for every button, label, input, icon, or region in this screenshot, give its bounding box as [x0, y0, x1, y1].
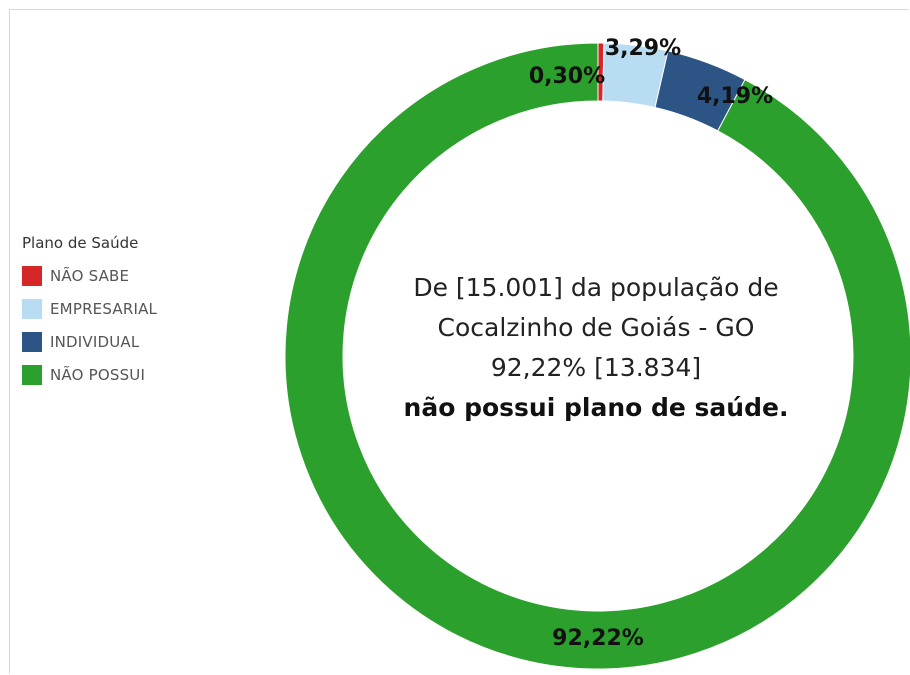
center-line-3: 92,22% [13.834]	[490, 353, 702, 382]
legend-swatch-empresarial	[22, 298, 42, 319]
legend-item-individual[interactable]: INDIVIDUAL	[22, 325, 157, 358]
legend-item-empresarial[interactable]: EMPRESARIAL	[22, 292, 157, 325]
legend-title: Plano de Saúde	[22, 234, 139, 252]
legend-swatch-nao-sabe	[22, 265, 42, 286]
center-summary: De [15.001] da população de Cocalzinho d…	[374, 268, 818, 428]
legend-label-empresarial: EMPRESARIAL	[50, 299, 158, 318]
center-line-2: Cocalzinho de Goiás - GO	[437, 313, 755, 342]
legend-item-nao-sabe[interactable]: NÃO SABE	[22, 259, 157, 292]
data-label-nao-possui: 92,22%	[552, 626, 644, 651]
chart-frame	[9, 9, 909, 674]
slice-nao-possui[interactable]	[284, 42, 910, 670]
center-line-4: não possui plano de saúde.	[403, 393, 789, 422]
data-label-individual: 4,19%	[697, 84, 773, 109]
legend: Plano de Saúde NÃO SABE EMPRESARIAL INDI…	[22, 234, 157, 391]
legend-label-nao-possui: NÃO POSSUI	[50, 365, 146, 384]
legend-swatch-individual	[22, 331, 42, 352]
donut-labels: 0,30%3,29% 4,19% 92,22%	[529, 36, 773, 651]
legend-swatch-nao-possui	[22, 364, 42, 385]
center-line-1: De [15.001] da população de	[413, 273, 779, 302]
legend-label-nao-sabe: NÃO SABE	[50, 266, 130, 285]
data-label-empresarial: 3,29%	[605, 36, 681, 61]
legend-label-individual: INDIVIDUAL	[50, 332, 140, 351]
legend-item-nao-possui[interactable]: NÃO POSSUI	[22, 358, 157, 391]
data-label-nao-sabe: 0,30%	[529, 64, 605, 89]
donut-slices	[284, 42, 910, 670]
